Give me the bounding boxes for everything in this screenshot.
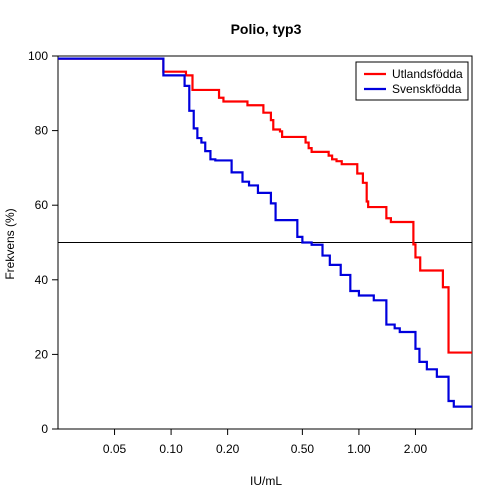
x-tick-label: 0.10 xyxy=(159,442,183,456)
y-tick-label: 40 xyxy=(35,273,49,287)
plot-area: 0 20 40 60 80 100 0.05 0.10 0.20 0.50 1.00 2.00 Utla… xyxy=(28,49,473,456)
x-tick-label: 2.00 xyxy=(404,442,428,456)
x-axis-label: IU/mL xyxy=(250,474,282,488)
legend-label: Utlandsfödda xyxy=(392,67,463,81)
y-tick-label: 20 xyxy=(35,347,49,361)
y-tick-label: 0 xyxy=(41,422,48,436)
x-tick-label: 1.00 xyxy=(347,442,371,456)
y-tick-label: 80 xyxy=(35,124,49,138)
x-tick-label: 0.05 xyxy=(103,442,127,456)
y-tick-label: 60 xyxy=(35,198,49,212)
x-tick-label: 0.50 xyxy=(291,442,315,456)
series-line-utlandsfodda xyxy=(58,57,472,354)
legend-label: Svenskfödda xyxy=(392,82,462,96)
y-tick-label: 100 xyxy=(28,49,48,63)
x-tick-label: 0.20 xyxy=(216,442,240,456)
legend-box xyxy=(355,61,469,101)
series-line-svenskfodda xyxy=(58,57,472,408)
y-axis-label: Frekvens (%) xyxy=(3,208,17,279)
chart-title: Polio, typ3 xyxy=(231,21,302,37)
